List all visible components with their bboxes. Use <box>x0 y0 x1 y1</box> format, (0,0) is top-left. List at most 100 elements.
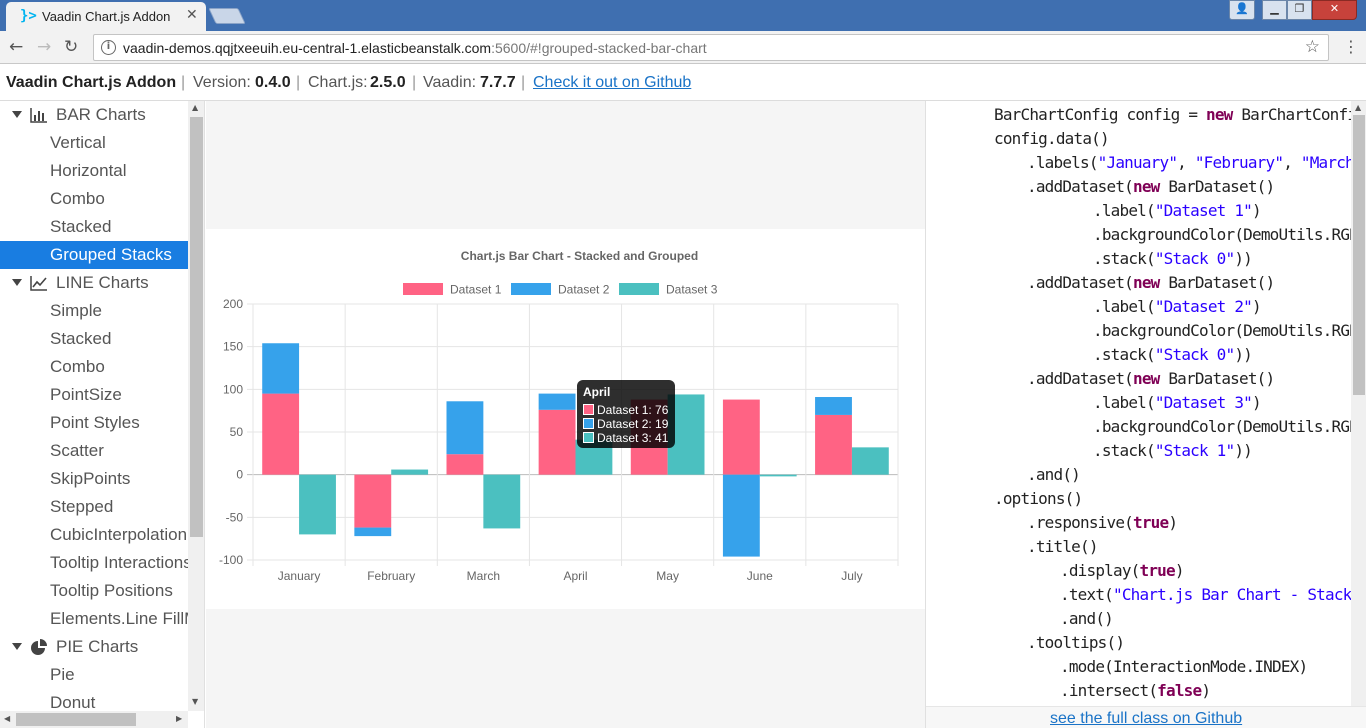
sidebar-item-combo[interactable]: Combo <box>0 185 188 213</box>
sidebar-category-label: BAR Charts <box>56 105 146 124</box>
sidebar-item-label: Tooltip Positions <box>50 581 173 600</box>
code-line: .options() <box>994 489 1083 508</box>
sidebar-item-combo[interactable]: Combo <box>0 353 188 381</box>
code-line: .and() <box>1060 609 1114 628</box>
bar <box>815 414 852 475</box>
sidebar-item-point-styles[interactable]: Point Styles <box>0 409 188 437</box>
user-icon: 👤 <box>1235 2 1249 15</box>
tab-title: Vaadin Chart.js Addon <box>42 9 171 24</box>
sidebar-item-elements-line-fillmode[interactable]: Elements.Line FillMode <box>0 605 188 633</box>
code-line: .stack("Stack 1")) <box>1093 441 1253 460</box>
scrollbar-thumb[interactable] <box>190 117 203 537</box>
tooltip-swatch <box>584 405 593 414</box>
sidebar-item-label: Elements.Line FillMode <box>50 609 188 628</box>
bookmark-star-icon[interactable]: ☆ <box>1304 37 1320 57</box>
new-tab-button[interactable] <box>208 8 246 24</box>
code-line: .tooltips() <box>1027 633 1125 652</box>
chart-container: Chart.js Bar Chart - Stacked and Grouped… <box>206 229 925 609</box>
grouped-stacked-bar-chart[interactable]: Chart.js Bar Chart - Stacked and Grouped… <box>206 229 925 609</box>
header-separator: | <box>521 74 526 91</box>
full-class-github-link[interactable]: see the full class on Github <box>1050 710 1243 727</box>
sidebar-item-pie[interactable]: Pie <box>0 661 188 689</box>
reload-icon[interactable]: ↻ <box>64 37 79 57</box>
sidebar-horizontal-scrollbar[interactable]: ◀ ▶ <box>0 711 188 728</box>
expand-arrow-icon[interactable] <box>12 279 22 286</box>
back-arrow-icon[interactable]: ← <box>9 37 24 57</box>
header-separator: | <box>412 74 417 91</box>
scroll-up-icon[interactable]: ▲ <box>192 103 199 112</box>
sidebar-item-stacked[interactable]: Stacked <box>0 325 188 353</box>
bar <box>354 527 392 537</box>
bar <box>722 474 760 557</box>
scrollbar-thumb[interactable] <box>16 713 136 726</box>
close-window-button[interactable]: ✕ <box>1312 0 1357 20</box>
pie-chart-icon <box>31 639 47 655</box>
bar <box>262 343 300 394</box>
sidebar-item-grouped-stacks[interactable]: Grouped Stacks <box>0 241 188 269</box>
sidebar-item-horizontal[interactable]: Horizontal <box>0 157 188 185</box>
forward-arrow-icon[interactable]: → <box>37 37 52 57</box>
github-link[interactable]: Check it out on Github <box>533 74 692 91</box>
code-line: .backgroundColor(DemoUtils.RGB_BL <box>1093 321 1351 340</box>
bar <box>354 474 392 528</box>
code-line: .backgroundColor(DemoUtils.RGB_RE <box>1093 225 1351 244</box>
info-icon[interactable]: i <box>101 40 116 55</box>
sidebar-item-pointsize[interactable]: PointSize <box>0 381 188 409</box>
browser-tab[interactable]: }> Vaadin Chart.js Addon ✕ <box>6 2 206 31</box>
sidebar-item-donut[interactable]: Donut <box>0 689 188 717</box>
chartjs-label: Chart.js: <box>308 74 368 91</box>
chart-title: Chart.js Bar Chart - Stacked and Grouped <box>461 249 698 263</box>
code-vertical-scrollbar[interactable]: ▲ <box>1351 101 1366 706</box>
code-line: .backgroundColor(DemoUtils.RGB_GR <box>1093 417 1351 436</box>
scroll-up-icon[interactable]: ▲ <box>1355 103 1362 112</box>
sidebar-item-simple[interactable]: Simple <box>0 297 188 325</box>
sidebar-category-bar[interactable]: BAR Charts <box>0 101 188 129</box>
sidebar-item-label: Tooltip Interactions <box>50 553 188 572</box>
bar <box>446 401 484 455</box>
profile-button[interactable]: 👤 <box>1229 0 1255 20</box>
url-path: :5600/#!grouped-stacked-bar-chart <box>491 40 707 56</box>
code-line: .label("Dataset 1") <box>1093 201 1262 220</box>
tooltip-line: Dataset 1: 76 <box>597 403 669 417</box>
sidebar-item-skippoints[interactable]: SkipPoints <box>0 465 188 493</box>
code-line: .stack("Stack 0")) <box>1093 249 1253 268</box>
legend-label: Dataset 1 <box>450 283 502 297</box>
scroll-right-icon[interactable]: ▶ <box>176 714 183 723</box>
sidebar-item-tooltip-positions[interactable]: Tooltip Positions <box>0 577 188 605</box>
y-tick-label: -50 <box>226 510 244 524</box>
x-tick-label: April <box>563 569 587 583</box>
code-line: BarChartConfig config = new BarChartConf… <box>994 105 1351 124</box>
sidebar-item-stacked[interactable]: Stacked <box>0 213 188 241</box>
scroll-down-icon[interactable]: ▼ <box>192 697 199 706</box>
sidebar-item-vertical[interactable]: Vertical <box>0 129 188 157</box>
vaadin-version: 7.7.7 <box>480 74 516 91</box>
code-line: .labels("January", "February", "March", … <box>1027 153 1351 172</box>
sidebar-item-label: Grouped Stacks <box>50 245 172 264</box>
sidebar-item-scatter[interactable]: Scatter <box>0 437 188 465</box>
minimize-button[interactable]: ▁ <box>1262 0 1287 20</box>
url-text: vaadin-demos.qqjtxeeuih.eu-central-1.ela… <box>123 40 707 56</box>
bar <box>391 469 429 475</box>
sidebar-item-cubicinterpolation[interactable]: CubicInterpolation <box>0 521 188 549</box>
expand-arrow-icon[interactable] <box>12 111 22 118</box>
tab-close-icon[interactable]: ✕ <box>186 7 198 23</box>
bar <box>483 474 521 529</box>
sidebar-category-pie[interactable]: PIE Charts <box>0 633 188 661</box>
sidebar-category-line[interactable]: LINE Charts <box>0 269 188 297</box>
browser-menu-icon[interactable]: ⋮ <box>1343 37 1359 56</box>
bar <box>815 397 852 415</box>
scrollbar-thumb[interactable] <box>1353 115 1365 395</box>
code-line: .text("Chart.js Bar Chart - Stacked a <box>1060 585 1351 604</box>
sidebar-vertical-scrollbar[interactable]: ▲ ▼ <box>188 101 204 711</box>
maximize-button[interactable]: ❐ <box>1287 0 1312 20</box>
address-bar[interactable]: i vaadin-demos.qqjtxeeuih.eu-central-1.e… <box>93 34 1329 61</box>
sidebar-item-label: Point Styles <box>50 413 140 432</box>
close-icon: ✕ <box>1329 2 1340 15</box>
sidebar-item-tooltip-interactions[interactable]: Tooltip Interactions <box>0 549 188 577</box>
expand-arrow-icon[interactable] <box>12 643 22 650</box>
code-line: .addDataset(new BarDataset() <box>1027 177 1275 196</box>
code-line: .and() <box>1027 465 1081 484</box>
scroll-left-icon[interactable]: ◀ <box>4 714 11 723</box>
sidebar-item-stepped[interactable]: Stepped <box>0 493 188 521</box>
y-tick-label: 200 <box>223 297 243 311</box>
